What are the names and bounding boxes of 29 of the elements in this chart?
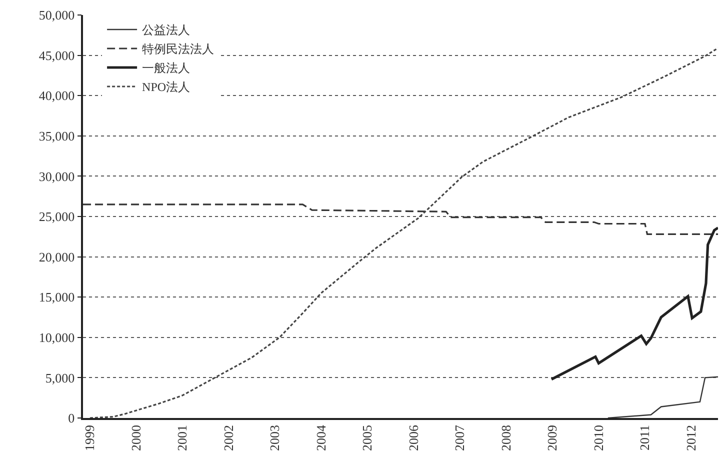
legend-label: 特例民法法人 <box>142 42 214 56</box>
x-tick-label: 2006 <box>406 424 421 451</box>
x-tick-label: 2000 <box>128 424 144 451</box>
x-tick-label: 2003 <box>267 424 282 451</box>
legend-label: 一般法人 <box>142 61 190 76</box>
y-tick-label: 25,000 <box>38 209 75 224</box>
y-tick-label: 10,000 <box>38 330 75 345</box>
x-tick-label: 1999 <box>82 424 98 451</box>
x-tick-label: 2005 <box>360 424 375 451</box>
x-tick-label: 2010 <box>590 424 606 451</box>
y-tick-label: 45,000 <box>38 48 75 63</box>
x-tick-label: 2012 <box>683 424 698 451</box>
x-tick-label: 2007 <box>452 424 468 451</box>
x-tick-label: 2001 <box>174 424 190 451</box>
x-tick-label: 2011 <box>637 424 652 450</box>
y-tick-label: 0 <box>68 410 75 426</box>
x-tick-label: 2002 <box>220 424 236 451</box>
y-tick-label: 30,000 <box>38 168 75 184</box>
y-tick-label: 50,000 <box>38 8 75 23</box>
legend-label: NPO法人 <box>142 80 190 94</box>
y-tick-label: 35,000 <box>38 128 75 144</box>
x-tick-label: 2009 <box>544 424 560 451</box>
x-tick-label: 2008 <box>498 424 514 451</box>
legend-label: 公益法人 <box>142 23 190 38</box>
y-tick-label: 20,000 <box>38 249 75 264</box>
y-tick-label: 5,000 <box>45 370 75 386</box>
y-tick-label: 15,000 <box>38 290 75 305</box>
x-tick-label: 2004 <box>313 424 328 451</box>
y-tick-label: 40,000 <box>38 88 75 104</box>
